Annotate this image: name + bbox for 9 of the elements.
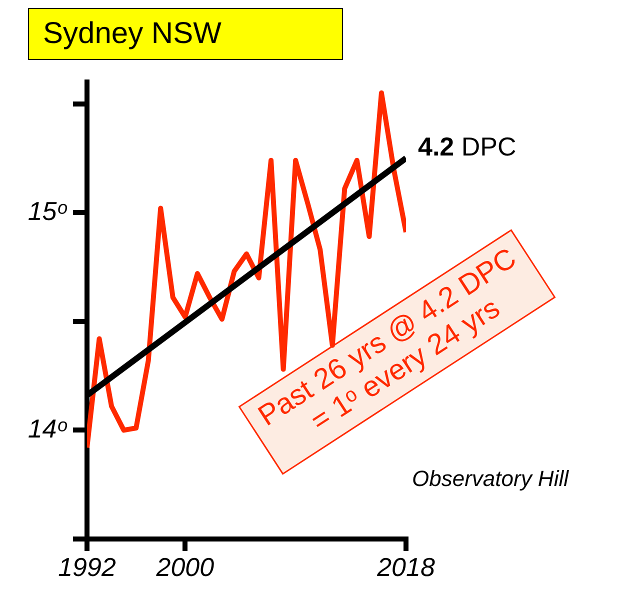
x-tick-label: 2018	[376, 552, 436, 582]
y-tick-label: 14ᵒ	[28, 413, 68, 444]
x-tick-label: 2000	[155, 552, 215, 582]
annotation: Past 26 yrs @ 4.2 DPC = 1ᵒ every 24 yrs	[252, 242, 522, 438]
y-tick-label: 15ᵒ	[28, 196, 68, 226]
chart-title: Sydney NSW	[28, 8, 343, 60]
x-tick-label: 1992	[58, 552, 116, 582]
series-label: 4.2 DPC	[418, 131, 516, 162]
text: Observatory Hill	[412, 466, 570, 492]
